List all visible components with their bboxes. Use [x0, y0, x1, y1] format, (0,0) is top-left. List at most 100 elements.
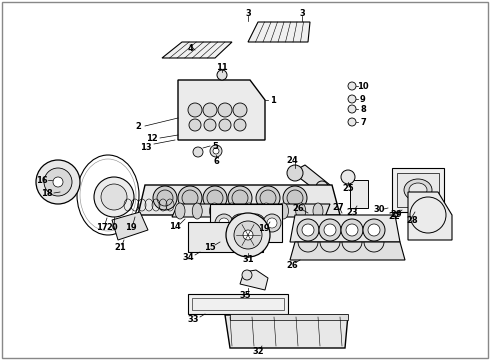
Polygon shape	[138, 185, 340, 215]
Text: 4: 4	[187, 44, 193, 53]
Circle shape	[215, 214, 233, 232]
Ellipse shape	[244, 203, 254, 219]
Text: 19: 19	[125, 222, 137, 231]
Circle shape	[217, 70, 227, 80]
Ellipse shape	[313, 203, 323, 219]
Circle shape	[153, 186, 177, 210]
Polygon shape	[162, 42, 232, 58]
Circle shape	[283, 186, 307, 210]
Circle shape	[297, 219, 319, 241]
Circle shape	[263, 214, 281, 232]
Text: 6: 6	[213, 157, 219, 166]
Text: 19: 19	[258, 224, 270, 233]
Circle shape	[157, 190, 173, 206]
Circle shape	[44, 168, 72, 196]
Text: 32: 32	[252, 347, 264, 356]
Text: 35: 35	[239, 292, 251, 301]
Circle shape	[234, 221, 262, 249]
Ellipse shape	[404, 179, 432, 201]
Circle shape	[207, 190, 223, 206]
Polygon shape	[290, 215, 400, 242]
Circle shape	[218, 103, 232, 117]
Text: 15: 15	[204, 243, 216, 252]
Ellipse shape	[175, 203, 185, 219]
Circle shape	[210, 145, 222, 157]
Text: 24: 24	[286, 156, 298, 165]
Circle shape	[348, 105, 356, 113]
Circle shape	[94, 177, 134, 217]
Polygon shape	[172, 204, 330, 217]
Text: 10: 10	[357, 81, 369, 90]
Ellipse shape	[227, 203, 237, 219]
Polygon shape	[178, 80, 265, 140]
Circle shape	[232, 190, 248, 206]
Text: 20: 20	[106, 222, 118, 231]
Circle shape	[228, 186, 252, 210]
Text: 30: 30	[373, 204, 385, 213]
Ellipse shape	[210, 203, 220, 219]
Circle shape	[182, 190, 198, 206]
Bar	[397, 173, 439, 207]
Circle shape	[242, 270, 252, 280]
Bar	[188, 294, 288, 314]
Polygon shape	[248, 22, 310, 42]
Circle shape	[251, 218, 261, 228]
Circle shape	[231, 214, 249, 232]
Circle shape	[247, 214, 265, 232]
Circle shape	[260, 190, 276, 206]
Circle shape	[341, 170, 355, 184]
Text: 34: 34	[182, 253, 194, 262]
Text: 16: 16	[36, 176, 48, 185]
Circle shape	[193, 147, 203, 157]
Bar	[350, 180, 368, 208]
Text: 8: 8	[360, 104, 366, 113]
Ellipse shape	[261, 203, 271, 219]
Text: 3: 3	[299, 9, 305, 18]
Circle shape	[53, 177, 63, 187]
Text: 1: 1	[270, 95, 276, 104]
Circle shape	[219, 119, 231, 131]
Text: 17: 17	[96, 222, 108, 231]
Ellipse shape	[192, 203, 202, 219]
Polygon shape	[408, 192, 452, 240]
Circle shape	[287, 190, 303, 206]
Text: 18: 18	[41, 189, 53, 198]
Bar	[192, 298, 284, 310]
Circle shape	[226, 213, 270, 257]
Circle shape	[204, 119, 216, 131]
Polygon shape	[112, 212, 148, 240]
Circle shape	[233, 103, 247, 117]
Circle shape	[348, 82, 356, 90]
Text: 11: 11	[216, 63, 228, 72]
Text: 26: 26	[286, 261, 298, 270]
Polygon shape	[225, 315, 348, 348]
Text: 13: 13	[140, 143, 152, 152]
Polygon shape	[290, 242, 405, 260]
Circle shape	[319, 219, 341, 241]
Circle shape	[256, 186, 280, 210]
Circle shape	[302, 224, 314, 236]
Bar	[210, 204, 282, 242]
Text: 33: 33	[187, 315, 199, 324]
Text: 22: 22	[388, 212, 400, 220]
Circle shape	[101, 184, 127, 210]
Circle shape	[213, 148, 219, 154]
Text: 14: 14	[169, 221, 181, 230]
Polygon shape	[240, 270, 268, 290]
Text: 3: 3	[245, 9, 251, 18]
Circle shape	[219, 218, 229, 228]
Ellipse shape	[296, 203, 306, 219]
Bar	[188, 222, 263, 252]
Circle shape	[189, 119, 201, 131]
Circle shape	[316, 181, 328, 193]
Circle shape	[234, 119, 246, 131]
Text: 9: 9	[360, 95, 366, 104]
Circle shape	[203, 103, 217, 117]
Text: 25: 25	[342, 184, 354, 193]
Ellipse shape	[278, 203, 289, 219]
Circle shape	[348, 95, 356, 103]
Text: 26: 26	[292, 203, 304, 212]
Circle shape	[348, 118, 356, 126]
Text: 29: 29	[390, 210, 402, 219]
Text: 7: 7	[360, 117, 366, 126]
